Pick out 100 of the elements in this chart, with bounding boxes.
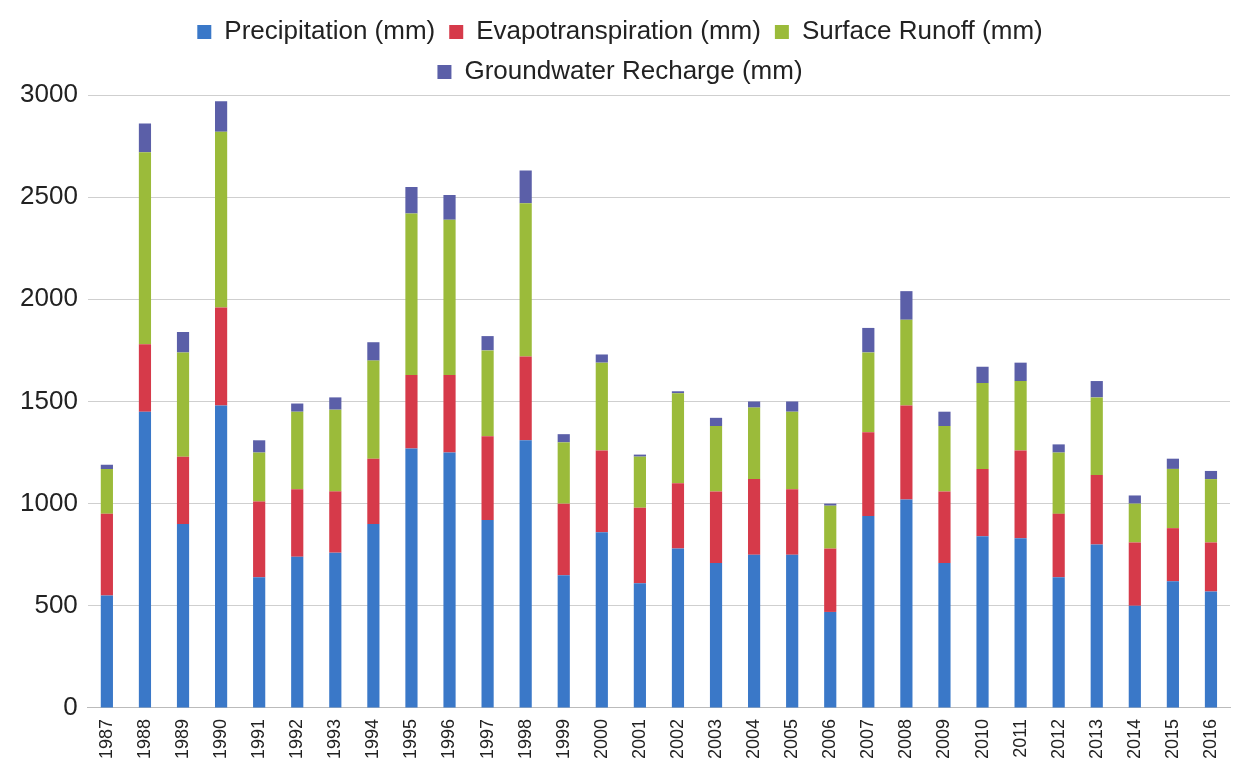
bar <box>519 203 532 357</box>
x-tick-label: 2004 <box>743 718 764 759</box>
bar <box>1128 605 1141 708</box>
x-tick-label: 1987 <box>95 718 116 759</box>
bar <box>329 409 342 492</box>
bar <box>138 123 152 153</box>
legend-label: Evapotranspiration (mm) <box>476 15 761 46</box>
bar <box>671 393 685 484</box>
bar <box>862 515 875 708</box>
bar <box>976 468 989 537</box>
bar <box>748 401 761 408</box>
x-tick-label: 1988 <box>133 718 154 759</box>
x-tick-label: 1996 <box>438 718 459 759</box>
bar <box>519 356 532 441</box>
bar <box>215 405 228 708</box>
bar <box>481 336 494 351</box>
bar <box>253 577 266 708</box>
x-tick-label: 1991 <box>248 718 269 759</box>
bar <box>1090 381 1103 398</box>
bar <box>100 468 113 514</box>
bar <box>253 501 266 578</box>
bar <box>1014 450 1027 539</box>
x-tick-label: 2013 <box>1085 718 1106 759</box>
bar <box>176 332 190 353</box>
bar <box>405 374 418 449</box>
legend-label: Precipitation (mm) <box>224 15 436 46</box>
bar <box>405 213 418 375</box>
bar <box>1204 470 1218 480</box>
bar <box>1090 544 1103 708</box>
y-tick-label: 0 <box>63 691 78 722</box>
x-tick-label: 1995 <box>400 718 421 759</box>
bar <box>291 489 304 557</box>
bar <box>443 374 456 453</box>
bar <box>1166 458 1179 469</box>
x-tick-label: 1989 <box>171 718 192 759</box>
bar <box>1052 444 1065 453</box>
y-tick-label: 500 <box>34 588 78 619</box>
bar <box>1090 397 1103 476</box>
bar <box>138 152 152 345</box>
bar <box>100 464 113 469</box>
bar <box>481 350 494 437</box>
x-tick-label: 1997 <box>476 718 497 759</box>
bar <box>938 491 951 563</box>
legend-label: Groundwater Recharge (mm) <box>464 55 803 86</box>
bar <box>976 366 989 384</box>
bar <box>862 327 875 353</box>
bar <box>938 411 951 426</box>
bar <box>481 436 494 520</box>
bar <box>291 403 304 412</box>
bar <box>367 524 380 708</box>
x-tick-label: 1998 <box>514 718 535 759</box>
bar <box>748 554 761 708</box>
bar <box>900 291 913 320</box>
bar <box>176 524 190 708</box>
bar <box>862 432 875 516</box>
bar <box>748 407 761 480</box>
bar <box>1128 495 1141 504</box>
bar <box>709 562 723 708</box>
bar <box>1014 538 1027 708</box>
bar <box>976 536 989 708</box>
bar <box>1166 468 1179 529</box>
x-tick-label: 2014 <box>1123 718 1144 759</box>
bar <box>443 219 456 375</box>
bar <box>1204 591 1218 708</box>
bar <box>900 405 913 500</box>
bar <box>633 507 646 584</box>
bar <box>1052 513 1065 578</box>
x-tick-label: 2000 <box>590 718 611 759</box>
x-tick-label: 2005 <box>781 718 802 759</box>
bar <box>824 505 837 549</box>
y-tick-label: 3000 <box>20 78 78 109</box>
bar <box>671 483 685 549</box>
bar <box>215 101 228 132</box>
bar <box>938 426 951 492</box>
bar <box>595 450 608 533</box>
bar <box>1204 479 1218 543</box>
bar <box>519 440 532 708</box>
x-tick-label: 2008 <box>895 718 916 759</box>
y-tick-label: 1500 <box>20 384 78 415</box>
y-tick-label: 2000 <box>20 282 78 313</box>
bar <box>786 411 799 490</box>
bar <box>671 391 685 394</box>
bar <box>900 319 913 406</box>
bar <box>709 426 723 492</box>
bar <box>253 440 266 453</box>
bar <box>367 458 380 525</box>
bar <box>1166 528 1179 582</box>
bar <box>557 575 570 708</box>
bar <box>709 491 723 563</box>
x-tick-label: 1992 <box>286 718 307 759</box>
x-tick-label: 1990 <box>210 718 231 759</box>
bar <box>1014 381 1027 451</box>
bar <box>595 354 608 363</box>
x-tick-label: 2003 <box>705 718 725 759</box>
bar <box>519 170 532 204</box>
bar <box>1128 542 1141 606</box>
bar <box>595 362 608 451</box>
bar <box>100 595 113 708</box>
bar <box>100 513 113 596</box>
x-tick-label: 2009 <box>933 718 954 759</box>
